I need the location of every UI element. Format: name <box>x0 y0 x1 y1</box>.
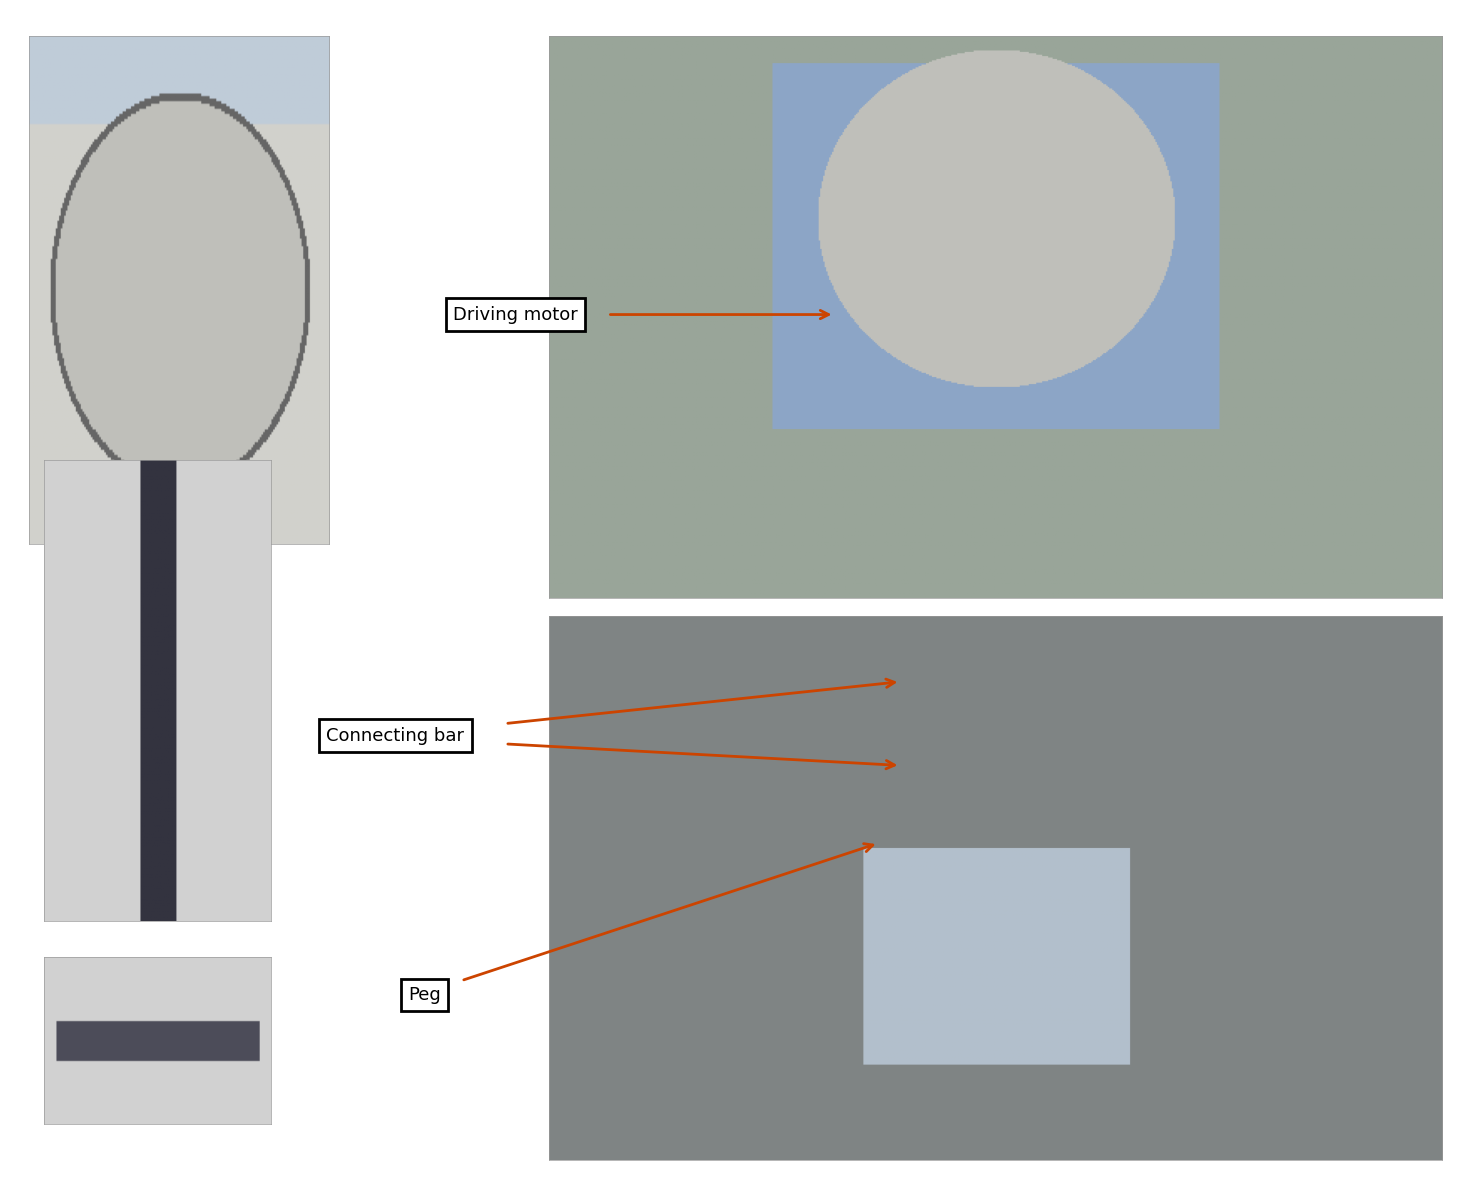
Text: Connecting bar: Connecting bar <box>326 726 464 745</box>
Text: Driving motor: Driving motor <box>452 305 578 324</box>
Text: Peg: Peg <box>408 986 441 1005</box>
